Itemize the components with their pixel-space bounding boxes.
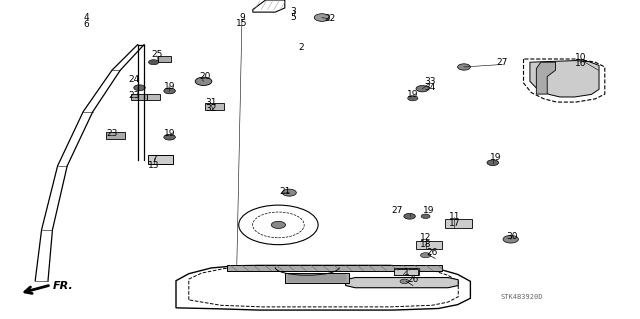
FancyBboxPatch shape xyxy=(106,132,125,139)
Circle shape xyxy=(195,77,212,85)
Circle shape xyxy=(503,235,518,243)
Text: 19: 19 xyxy=(423,206,435,215)
Polygon shape xyxy=(530,61,599,97)
Text: 30: 30 xyxy=(506,232,518,241)
FancyBboxPatch shape xyxy=(394,268,419,275)
Text: 23: 23 xyxy=(129,91,140,100)
Polygon shape xyxy=(536,62,556,94)
Circle shape xyxy=(458,64,470,70)
Text: 3: 3 xyxy=(291,7,296,16)
Text: 9: 9 xyxy=(239,13,244,22)
Text: 19: 19 xyxy=(407,90,419,99)
Polygon shape xyxy=(285,273,349,283)
Text: 16: 16 xyxy=(575,59,587,68)
Text: 7: 7 xyxy=(151,155,156,164)
Text: 33: 33 xyxy=(424,77,436,86)
FancyBboxPatch shape xyxy=(158,56,171,62)
Circle shape xyxy=(421,214,430,219)
Text: 24: 24 xyxy=(129,75,140,84)
Text: 21: 21 xyxy=(279,187,291,196)
Circle shape xyxy=(271,221,285,228)
Text: 1: 1 xyxy=(404,268,409,277)
FancyBboxPatch shape xyxy=(147,94,160,100)
Text: 20: 20 xyxy=(199,72,211,81)
Text: 5: 5 xyxy=(291,13,296,22)
Text: 19: 19 xyxy=(164,130,175,138)
Circle shape xyxy=(164,88,175,94)
Text: 6: 6 xyxy=(84,20,89,29)
Text: 22: 22 xyxy=(324,14,336,23)
FancyBboxPatch shape xyxy=(394,269,418,275)
Text: 2: 2 xyxy=(298,43,303,52)
Text: 4: 4 xyxy=(84,13,89,22)
Text: 34: 34 xyxy=(424,83,436,92)
Text: 19: 19 xyxy=(490,153,502,162)
Text: 32: 32 xyxy=(205,104,217,113)
Circle shape xyxy=(420,253,431,258)
Text: 27: 27 xyxy=(497,58,508,67)
Text: FR.: FR. xyxy=(52,281,73,292)
Text: 26: 26 xyxy=(407,275,419,284)
Circle shape xyxy=(404,213,415,219)
Polygon shape xyxy=(346,278,458,288)
Text: 18: 18 xyxy=(420,240,431,249)
FancyBboxPatch shape xyxy=(416,241,442,249)
Text: 17: 17 xyxy=(449,219,460,228)
Text: 31: 31 xyxy=(205,98,217,107)
Circle shape xyxy=(416,85,429,92)
FancyBboxPatch shape xyxy=(205,103,224,110)
Circle shape xyxy=(487,160,499,166)
Circle shape xyxy=(314,14,330,21)
Text: 19: 19 xyxy=(164,82,175,91)
Text: 12: 12 xyxy=(420,233,431,242)
FancyBboxPatch shape xyxy=(445,219,472,228)
Text: 15: 15 xyxy=(236,19,248,28)
Circle shape xyxy=(134,85,145,91)
Circle shape xyxy=(164,134,175,140)
Text: STK4B3920D: STK4B3920D xyxy=(500,294,543,300)
Text: 10: 10 xyxy=(575,53,587,62)
FancyBboxPatch shape xyxy=(131,94,147,100)
Circle shape xyxy=(408,96,418,101)
Text: 27: 27 xyxy=(391,206,403,215)
Text: 25: 25 xyxy=(151,50,163,59)
Text: 13: 13 xyxy=(148,161,159,170)
FancyBboxPatch shape xyxy=(148,155,173,164)
Circle shape xyxy=(148,60,159,65)
Text: 23: 23 xyxy=(106,130,118,138)
Circle shape xyxy=(400,279,409,284)
Text: 26: 26 xyxy=(426,248,438,256)
Circle shape xyxy=(282,189,296,196)
Polygon shape xyxy=(227,265,442,271)
Text: 11: 11 xyxy=(449,212,460,221)
